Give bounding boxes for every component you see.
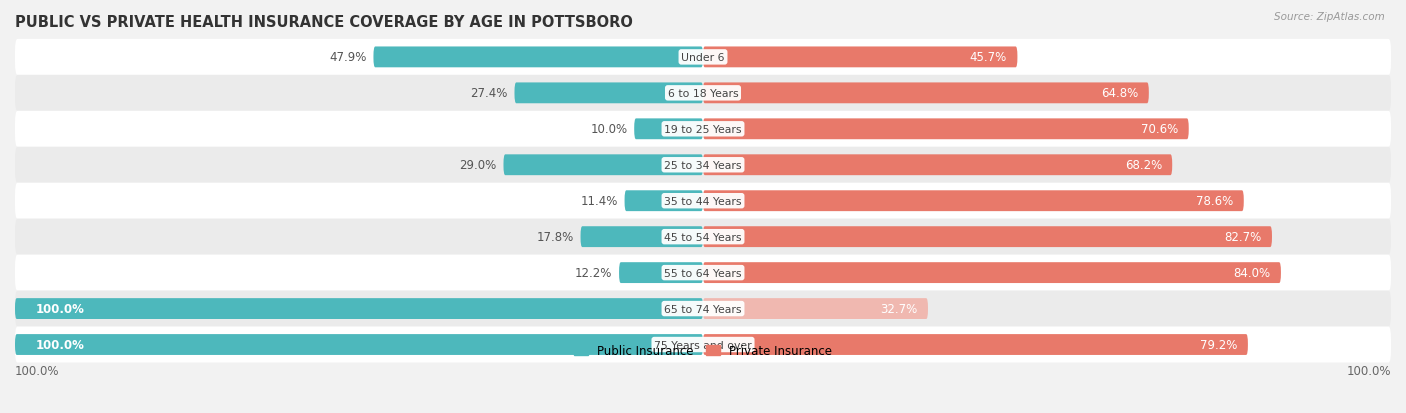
Text: 100.0%: 100.0% <box>35 338 84 351</box>
FancyBboxPatch shape <box>15 219 1391 255</box>
Text: PUBLIC VS PRIVATE HEALTH INSURANCE COVERAGE BY AGE IN POTTSBORO: PUBLIC VS PRIVATE HEALTH INSURANCE COVER… <box>15 15 633 30</box>
FancyBboxPatch shape <box>703 155 1173 176</box>
Text: 47.9%: 47.9% <box>329 51 367 64</box>
Text: 78.6%: 78.6% <box>1197 195 1233 208</box>
FancyBboxPatch shape <box>15 327 1391 363</box>
FancyBboxPatch shape <box>634 119 703 140</box>
FancyBboxPatch shape <box>703 119 1188 140</box>
Text: 75 Years and over: 75 Years and over <box>654 340 752 350</box>
Text: 32.7%: 32.7% <box>880 302 918 315</box>
Text: 100.0%: 100.0% <box>15 364 59 377</box>
Text: 35 to 44 Years: 35 to 44 Years <box>664 196 742 206</box>
FancyBboxPatch shape <box>619 263 703 283</box>
FancyBboxPatch shape <box>703 227 1272 247</box>
FancyBboxPatch shape <box>15 40 1391 76</box>
FancyBboxPatch shape <box>15 112 1391 147</box>
Text: 12.2%: 12.2% <box>575 266 612 280</box>
FancyBboxPatch shape <box>515 83 703 104</box>
FancyBboxPatch shape <box>703 334 1249 355</box>
Text: 19 to 25 Years: 19 to 25 Years <box>664 124 742 135</box>
FancyBboxPatch shape <box>15 183 1391 219</box>
Legend: Public Insurance, Private Insurance: Public Insurance, Private Insurance <box>569 339 837 362</box>
FancyBboxPatch shape <box>503 155 703 176</box>
FancyBboxPatch shape <box>374 47 703 68</box>
FancyBboxPatch shape <box>15 255 1391 291</box>
Text: 45 to 54 Years: 45 to 54 Years <box>664 232 742 242</box>
Text: 64.8%: 64.8% <box>1101 87 1139 100</box>
Text: 11.4%: 11.4% <box>581 195 617 208</box>
Text: Under 6: Under 6 <box>682 53 724 63</box>
Text: 27.4%: 27.4% <box>470 87 508 100</box>
Text: 6 to 18 Years: 6 to 18 Years <box>668 89 738 99</box>
FancyBboxPatch shape <box>703 299 928 319</box>
FancyBboxPatch shape <box>703 83 1149 104</box>
Text: 70.6%: 70.6% <box>1142 123 1178 136</box>
FancyBboxPatch shape <box>624 191 703 211</box>
Text: 79.2%: 79.2% <box>1201 338 1237 351</box>
Text: 29.0%: 29.0% <box>460 159 496 172</box>
Text: 10.0%: 10.0% <box>591 123 627 136</box>
Text: 82.7%: 82.7% <box>1225 230 1261 244</box>
FancyBboxPatch shape <box>581 227 703 247</box>
Text: 100.0%: 100.0% <box>1347 364 1391 377</box>
Text: 68.2%: 68.2% <box>1125 159 1161 172</box>
Text: 100.0%: 100.0% <box>35 302 84 315</box>
FancyBboxPatch shape <box>15 147 1391 183</box>
FancyBboxPatch shape <box>15 299 703 319</box>
Text: 65 to 74 Years: 65 to 74 Years <box>664 304 742 314</box>
Text: 25 to 34 Years: 25 to 34 Years <box>664 160 742 170</box>
Text: 45.7%: 45.7% <box>970 51 1007 64</box>
Text: 84.0%: 84.0% <box>1233 266 1271 280</box>
Text: 17.8%: 17.8% <box>537 230 574 244</box>
FancyBboxPatch shape <box>703 263 1281 283</box>
Text: Source: ZipAtlas.com: Source: ZipAtlas.com <box>1274 12 1385 22</box>
FancyBboxPatch shape <box>15 76 1391 112</box>
FancyBboxPatch shape <box>15 334 703 355</box>
FancyBboxPatch shape <box>703 191 1244 211</box>
FancyBboxPatch shape <box>703 47 1018 68</box>
Text: 55 to 64 Years: 55 to 64 Years <box>664 268 742 278</box>
FancyBboxPatch shape <box>15 291 1391 327</box>
